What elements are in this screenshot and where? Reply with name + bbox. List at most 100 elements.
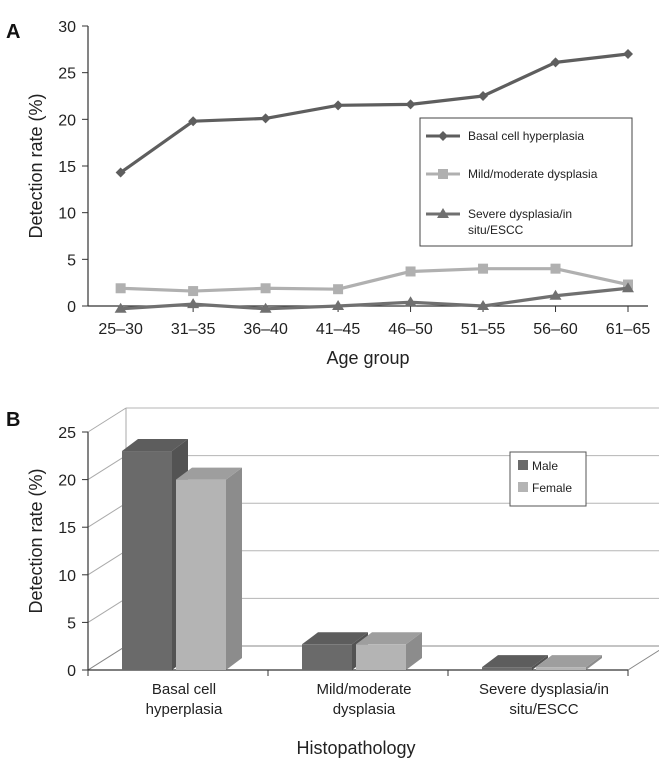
series-line-0 bbox=[115, 49, 633, 178]
panel-a-x-tick-label: 46–50 bbox=[388, 321, 433, 338]
legend-label: Mild/moderate dysplasia bbox=[468, 167, 598, 181]
panel-a-x-tick-label: 25–30 bbox=[98, 321, 143, 338]
legend-label: Severe dysplasia/in bbox=[468, 207, 572, 221]
panel-a-y-tick-label: 10 bbox=[58, 206, 76, 223]
data-point-triangle bbox=[549, 289, 562, 300]
panel-a-y-tick-label: 30 bbox=[58, 19, 76, 36]
panel-a-series bbox=[114, 49, 634, 313]
panel-b-y-tick-label: 5 bbox=[67, 615, 76, 632]
bar-side-face bbox=[532, 655, 548, 670]
data-point-square bbox=[260, 283, 271, 294]
data-point-triangle bbox=[187, 298, 200, 309]
panel-b-gridline-side bbox=[87, 597, 127, 623]
panel-b-y-tick-label: 15 bbox=[58, 520, 76, 537]
panel-a-y-tick-label: 25 bbox=[58, 66, 76, 83]
series-path bbox=[120, 286, 629, 311]
panel-a-x-tick-label: 31–35 bbox=[171, 321, 216, 338]
data-point-diamond bbox=[333, 100, 344, 111]
legend-swatch bbox=[518, 482, 528, 492]
series-line-2 bbox=[114, 282, 634, 313]
data-point-triangle bbox=[114, 302, 127, 313]
bar-side-face bbox=[586, 655, 602, 670]
bar-side-face bbox=[226, 467, 242, 670]
panel-a-y-tick-label: 15 bbox=[58, 159, 76, 176]
data-point-triangle bbox=[477, 300, 490, 310]
data-point-triangle bbox=[259, 302, 272, 313]
panel-b-x-tick-label: dysplasia bbox=[333, 701, 396, 718]
panel-b-x-tick-label: Basal cell bbox=[152, 681, 216, 698]
legend-swatch bbox=[518, 460, 528, 470]
bar-top-face bbox=[176, 467, 242, 480]
panel-a-x-tick-label: 61–65 bbox=[606, 321, 651, 338]
panel-b-x-axis-title: Histopathology bbox=[296, 738, 415, 758]
panel-a-x-tick-label: 36–40 bbox=[243, 321, 288, 338]
panel-a-y-tick-label: 20 bbox=[58, 112, 76, 129]
data-point-square bbox=[115, 283, 126, 294]
legend-label: Basal cell hyperplasia bbox=[468, 129, 584, 143]
data-point-square bbox=[478, 263, 489, 274]
panel-a-y-tick-label: 0 bbox=[67, 299, 76, 316]
bar-female bbox=[536, 655, 602, 670]
panel-a-x-tick-label: 56–60 bbox=[533, 321, 578, 338]
bar-top-face bbox=[302, 632, 368, 645]
panel-b-x-tick-label: Mild/moderate bbox=[316, 681, 411, 698]
panel-letter-a: A bbox=[6, 21, 20, 43]
panel-b-gridline-side bbox=[87, 502, 127, 528]
bar-front-face bbox=[176, 479, 226, 670]
data-point-square bbox=[438, 169, 448, 179]
panel-b-bar-chart: B 0 5 10 15 20 25 Basal cell hyperplasia Mild/mo… bbox=[6, 407, 659, 758]
panel-b-y-tick-label: 0 bbox=[67, 663, 76, 680]
legend-box bbox=[419, 117, 633, 247]
data-point-triangle bbox=[622, 282, 634, 293]
bar-top-face bbox=[356, 632, 422, 645]
bar-front-face bbox=[482, 667, 532, 670]
panel-b-legend: Male Female bbox=[509, 451, 587, 507]
bar-front-face bbox=[302, 644, 352, 670]
bar-top-face bbox=[122, 439, 188, 452]
panel-b-y-tick-label: 10 bbox=[58, 568, 76, 585]
panel-b-gridline-side bbox=[87, 550, 127, 576]
panel-a-legend: Basal cell hyperplasia Mild/moderate dysp… bbox=[419, 117, 633, 247]
bar-female bbox=[356, 632, 422, 670]
bar-female bbox=[176, 467, 242, 670]
data-point-diamond bbox=[188, 116, 199, 127]
bar-front-face bbox=[122, 451, 172, 670]
bar-male bbox=[482, 655, 548, 670]
panel-a-x-tick-label: 51–55 bbox=[461, 321, 506, 338]
data-point-diamond bbox=[260, 113, 271, 124]
panel-a-axes: 0 5 10 15 20 25 30 25–30 31–35 36–40 41–45 46–50 51–… bbox=[58, 19, 650, 338]
panel-b-gridline-side bbox=[87, 455, 127, 481]
bar-side-face bbox=[406, 632, 422, 670]
data-point-triangle bbox=[404, 296, 417, 307]
data-point-square bbox=[405, 266, 416, 277]
panel-b-x-tick-label: situ/ESCC bbox=[509, 701, 578, 718]
series-path bbox=[119, 52, 629, 174]
data-point-diamond bbox=[550, 57, 561, 68]
panel-letter-b: B bbox=[6, 409, 20, 431]
bar-top-face bbox=[536, 655, 602, 668]
panel-b-bars bbox=[122, 439, 602, 670]
panel-a-line-chart: A 0 5 10 15 20 25 30 25–30 31–35 36–40 41–45 46–50 5… bbox=[6, 19, 650, 368]
panel-b-gridline-side bbox=[87, 407, 127, 433]
legend-label: situ/ESCC bbox=[468, 223, 524, 237]
data-point-triangle bbox=[332, 300, 345, 310]
bar-front-face bbox=[536, 667, 586, 670]
series-path bbox=[120, 267, 629, 293]
panel-b-x-tick-label: hyperplasia bbox=[146, 701, 223, 718]
panel-b-y-tick-label: 25 bbox=[58, 425, 76, 442]
data-point-square bbox=[333, 284, 344, 295]
data-point-diamond bbox=[438, 131, 448, 141]
bar-front-face bbox=[356, 644, 406, 670]
data-point-triangle bbox=[437, 208, 449, 218]
data-point-square bbox=[550, 263, 561, 274]
legend-label: Male bbox=[532, 459, 558, 473]
bar-top-face bbox=[482, 655, 548, 668]
panel-a-x-axis-title: Age group bbox=[326, 348, 409, 368]
panel-a-x-tick-label: 41–45 bbox=[316, 321, 361, 338]
data-point-diamond bbox=[405, 99, 416, 110]
panel-b-y-tick-label: 20 bbox=[58, 473, 76, 490]
data-point-diamond bbox=[115, 167, 126, 178]
data-point-diamond bbox=[478, 91, 489, 101]
legend-label: Female bbox=[532, 481, 572, 495]
